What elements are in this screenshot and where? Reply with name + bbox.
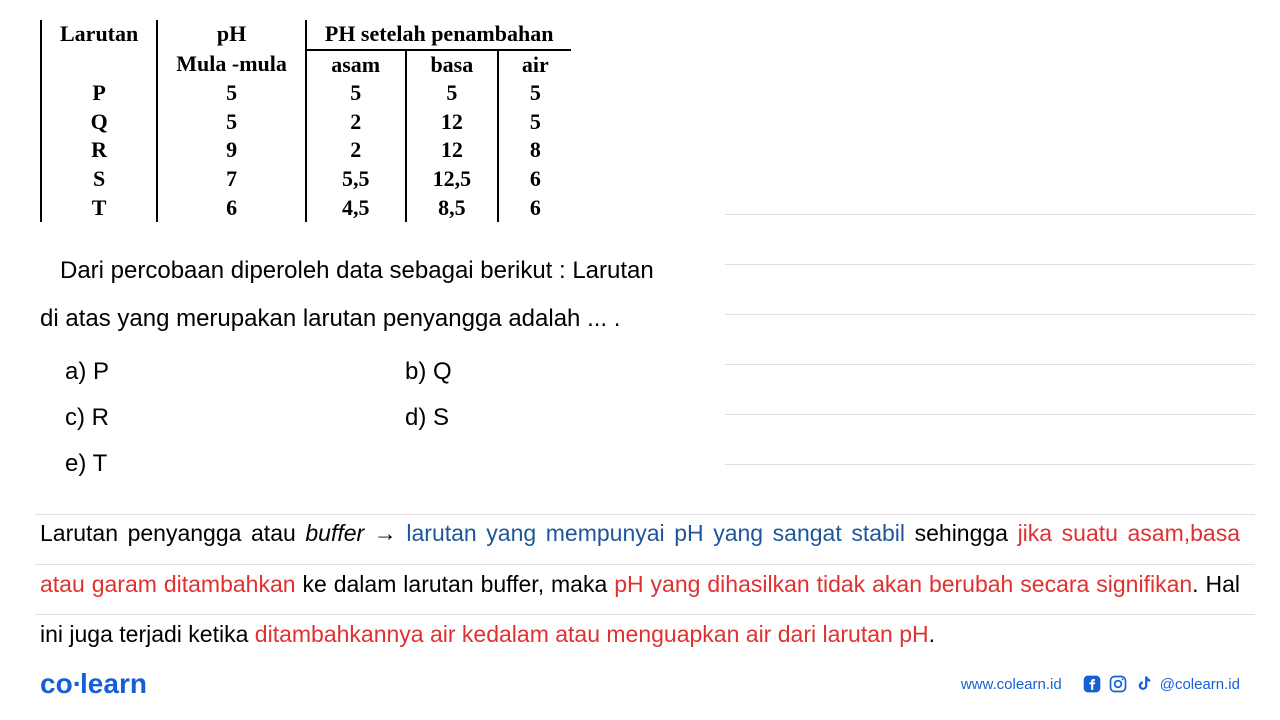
exp-red2: pH yang dihasilkan tidak akan berubah se… <box>614 571 1192 597</box>
table-row: S 7 5,5 12,5 6 <box>41 165 571 194</box>
header-ph: pH <box>157 20 306 50</box>
table-row: R 9 2 12 8 <box>41 136 571 165</box>
explanation-text: Larutan penyangga atau buffer → larutan … <box>40 508 1240 660</box>
option-a: a) P <box>65 358 405 386</box>
facebook-icon[interactable] <box>1082 674 1102 694</box>
option-c: c) R <box>65 404 405 432</box>
header-mula: Mula -mula <box>157 50 306 80</box>
exp-black2: sehingga <box>905 520 1018 546</box>
website-link[interactable]: www.colearn.id <box>961 676 1062 693</box>
exp-black3: ke dalam larutan buffer, maka <box>296 571 615 597</box>
exp-blue: larutan yang mempunyai pH yang sangat st… <box>406 520 905 546</box>
exp-red3: ditambahkannya air kedalam atau menguapk… <box>255 621 929 647</box>
footer-right: www.colearn.id @colearn.id <box>961 674 1240 694</box>
table-row: P 5 5 5 5 <box>41 79 571 108</box>
header-larutan: Larutan <box>41 20 157 79</box>
question-line1: Dari percobaan diperoleh data sebagai be… <box>40 247 1240 295</box>
header-asam: asam <box>306 50 406 80</box>
logo-learn: learn <box>80 668 147 699</box>
exp-italic: buffer <box>305 520 364 546</box>
exp-black5: . <box>929 621 935 647</box>
question-text: Dari percobaan diperoleh data sebagai be… <box>40 247 1240 343</box>
logo-co: co <box>40 668 73 699</box>
social-links: @colearn.id <box>1082 674 1240 694</box>
header-setelah: PH setelah penambahan <box>306 20 572 50</box>
table-row: T 6 4,5 8,5 6 <box>41 194 571 223</box>
header-air: air <box>498 50 571 80</box>
social-handle: @colearn.id <box>1160 676 1240 693</box>
tiktok-icon[interactable] <box>1134 674 1154 694</box>
option-d: d) S <box>405 404 745 432</box>
answer-options: a) P b) Q c) R d) S e) T <box>65 358 1240 478</box>
question-line2: di atas yang merupakan larutan penyangga… <box>40 295 1240 343</box>
option-e: e) T <box>65 450 405 478</box>
colearn-logo: co·learn <box>40 668 147 700</box>
header-basa: basa <box>406 50 499 80</box>
exp-black1: Larutan penyangga atau <box>40 520 305 546</box>
option-b: b) Q <box>405 358 745 386</box>
ph-data-table: Larutan pH PH setelah penambahan Mula -m… <box>40 20 571 222</box>
instagram-icon[interactable] <box>1108 674 1128 694</box>
data-table-container: Larutan pH PH setelah penambahan Mula -m… <box>40 20 1240 222</box>
arrow-icon: → <box>364 520 406 546</box>
table-row: Q 5 2 12 5 <box>41 108 571 137</box>
footer: co·learn www.colearn.id @colearn.id <box>40 668 1240 700</box>
